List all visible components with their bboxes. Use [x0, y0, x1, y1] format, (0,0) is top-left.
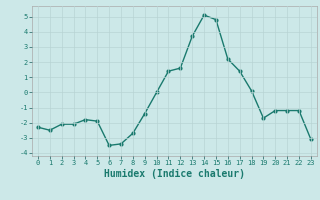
X-axis label: Humidex (Indice chaleur): Humidex (Indice chaleur)	[104, 169, 245, 179]
